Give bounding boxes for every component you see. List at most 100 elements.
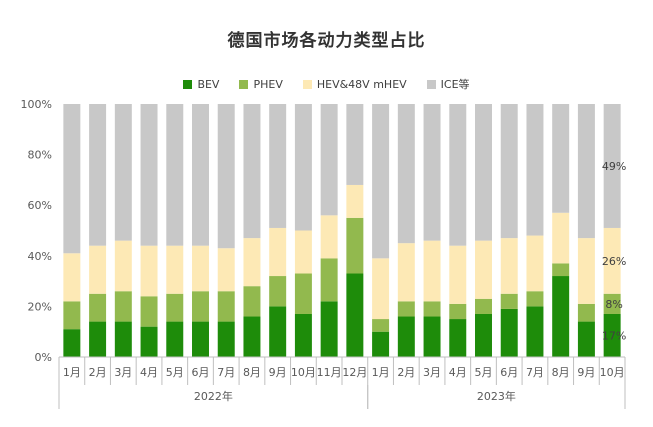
x-tick-label: 7月: [526, 366, 544, 379]
bar-segment-phev-0: [63, 301, 81, 330]
bar-segment-bev-7: [243, 316, 261, 357]
x-tick-label: 5月: [166, 366, 184, 379]
bar-segment-phev-20: [577, 303, 595, 322]
bar-segment-ice--10: [320, 104, 338, 216]
x-tick-label: 6月: [192, 366, 210, 379]
bar-segment-bev-5: [192, 321, 209, 357]
bar-segment-hev-48v-mhev-9: [294, 230, 312, 274]
bar-segment-hev-48v-mhev-18: [526, 235, 544, 292]
bar-segment-hev-48v-mhev-10: [320, 215, 338, 259]
data-label: 17%: [602, 330, 626, 343]
bar-segment-hev-48v-mhev-17: [500, 238, 518, 294]
x-tick-label: 8月: [552, 366, 570, 379]
y-tick-label: 80%: [28, 149, 52, 162]
bar-segment-ice--16: [475, 104, 492, 241]
bar-segment-ice--18: [526, 104, 544, 236]
bar-segment-ice--14: [423, 104, 441, 241]
bar-segment-bev-21: [603, 313, 621, 357]
x-tick-label: 2月: [89, 366, 107, 379]
bar-segment-bev-13: [397, 316, 415, 357]
bar-segment-hev-48v-mhev-4: [166, 245, 184, 294]
bar-segment-hev-48v-mhev-19: [552, 212, 570, 264]
x-tick-label: 4月: [449, 366, 467, 379]
x-tick-label: 1月: [372, 366, 390, 379]
bar-segment-phev-3: [140, 296, 158, 327]
legend-label-ice: ICE等: [440, 78, 470, 91]
bar-segment-phev-9: [294, 273, 312, 314]
bar-segment-bev-3: [140, 326, 158, 357]
bar-segment-hev-48v-mhev-16: [475, 240, 492, 299]
bar-segment-phev-18: [526, 291, 544, 307]
x-tick-label: 9月: [269, 366, 287, 379]
legend-swatch-bev: [183, 79, 193, 89]
x-tick-label: 9月: [577, 366, 595, 379]
bar-segment-hev-48v-mhev-2: [114, 240, 132, 292]
bar-segment-bev-9: [294, 313, 312, 357]
bar-segment-phev-6: [217, 291, 235, 322]
bar-segment-bev-19: [552, 276, 570, 357]
x-tick-label: 1月: [63, 366, 81, 379]
bar-segment-ice--6: [217, 104, 235, 249]
bar-segment-hev-48v-mhev-20: [577, 238, 595, 304]
x-tick-label: 2月: [397, 366, 415, 379]
group-label: 2022年: [194, 389, 233, 403]
y-tick-label: 40%: [28, 250, 52, 263]
bar-segment-hev-48v-mhev-12: [372, 258, 390, 320]
bar-segment-phev-5: [192, 291, 209, 322]
bar-segment-phev-8: [269, 276, 287, 307]
x-tick-label: 3月: [114, 366, 132, 379]
bar-segment-ice--17: [500, 104, 518, 239]
bar-segment-bev-0: [63, 329, 81, 357]
bar-segment-bev-6: [217, 321, 235, 357]
bar-segment-bev-1: [89, 321, 107, 357]
bar-segment-ice--21: [603, 104, 621, 228]
x-tick-label: 8月: [243, 366, 261, 379]
bar-segment-ice--12: [372, 104, 390, 259]
bar-segment-phev-7: [243, 286, 261, 317]
bar-segment-phev-15: [449, 303, 467, 320]
data-label: 49%: [602, 160, 626, 173]
bar-segment-phev-16: [475, 298, 492, 314]
x-tick-label: 10月: [291, 366, 316, 379]
bar-segment-phev-10: [320, 258, 338, 302]
bar-segment-hev-48v-mhev-3: [140, 245, 158, 297]
chart-title: 德国市场各动力类型占比: [227, 31, 426, 51]
bar-segment-bev-17: [500, 308, 518, 357]
bar-segment-phev-12: [372, 319, 390, 332]
bar-segment-hev-48v-mhev-13: [397, 243, 415, 302]
bar-segment-hev-48v-mhev-8: [269, 227, 287, 277]
bar-segment-ice--0: [63, 104, 81, 254]
bar-segment-ice--4: [166, 104, 184, 246]
legend-label-phev: PHEV: [253, 77, 283, 91]
x-tick-label: 3月: [423, 366, 441, 379]
bar-segment-hev-48v-mhev-14: [423, 240, 441, 302]
bar-segment-hev-48v-mhev-5: [192, 245, 209, 292]
bar-segment-bev-15: [449, 319, 467, 357]
bar-segment-ice--19: [552, 104, 570, 213]
legend-swatch-phev: [239, 79, 249, 89]
bar-segment-hev-48v-mhev-1: [89, 245, 107, 294]
bar-segment-phev-4: [166, 293, 184, 322]
bar-segment-ice--8: [269, 104, 287, 228]
bar-segment-bev-20: [577, 321, 595, 357]
legend-swatch-ice: [426, 79, 436, 89]
bar-segment-bev-8: [269, 306, 287, 357]
bar-segment-phev-17: [500, 293, 518, 309]
bar-segment-bev-2: [114, 321, 132, 357]
bar-segment-bev-16: [475, 313, 492, 357]
y-tick-label: 100%: [21, 98, 52, 111]
bar-segment-phev-21: [603, 293, 621, 314]
bar-segment-ice--7: [243, 104, 261, 239]
legend-item-hev: HEV&48V mHEV: [302, 76, 407, 92]
group-label: 2023年: [477, 389, 516, 403]
data-label: 8%: [605, 298, 622, 311]
legend-item-bev: BEV: [183, 76, 219, 92]
bar-segment-ice--13: [397, 104, 415, 244]
bar-segment-ice--5: [192, 104, 209, 246]
data-label: 26%: [602, 255, 626, 268]
bar-segment-phev-13: [397, 301, 415, 317]
x-tick-label: 6月: [500, 366, 518, 379]
legend-label-hev: HEV&48V mHEV: [316, 77, 407, 91]
legend-item-ice: ICE等: [426, 76, 470, 92]
legend-swatch-hev: [302, 79, 312, 89]
